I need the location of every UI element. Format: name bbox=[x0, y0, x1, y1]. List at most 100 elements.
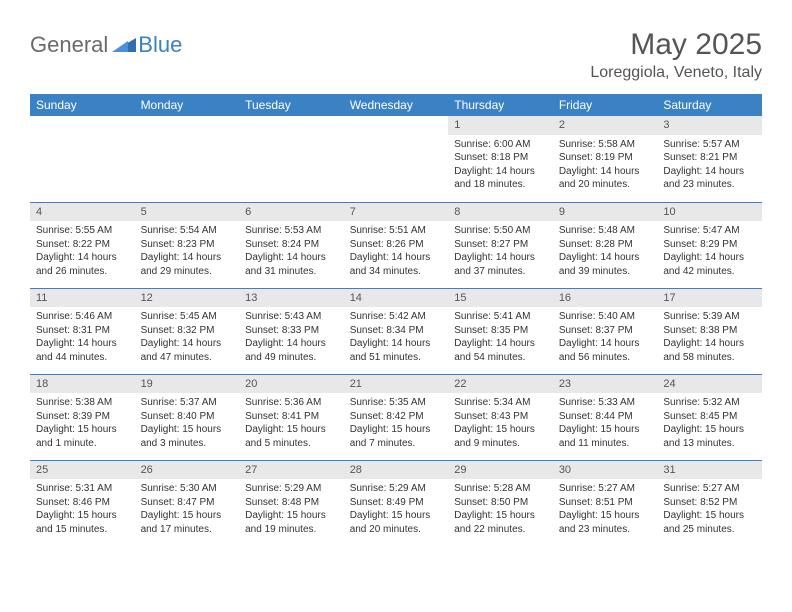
daylight-text: Daylight: 14 hours and 29 minutes. bbox=[141, 251, 234, 278]
calendar-day-cell: 25Sunrise: 5:31 AMSunset: 8:46 PMDayligh… bbox=[30, 460, 135, 546]
day-data: Sunrise: 5:29 AMSunset: 8:48 PMDaylight:… bbox=[239, 479, 344, 540]
day-number: 25 bbox=[30, 461, 135, 480]
sunset-text: Sunset: 8:28 PM bbox=[559, 238, 652, 252]
day-data: Sunrise: 5:48 AMSunset: 8:28 PMDaylight:… bbox=[553, 221, 658, 282]
daylight-text: Daylight: 15 hours and 5 minutes. bbox=[245, 423, 338, 450]
sunset-text: Sunset: 8:26 PM bbox=[350, 238, 443, 252]
day-number: 8 bbox=[448, 203, 553, 222]
day-number: 27 bbox=[239, 461, 344, 480]
sunrise-text: Sunrise: 6:00 AM bbox=[454, 138, 547, 152]
day-data: Sunrise: 5:46 AMSunset: 8:31 PMDaylight:… bbox=[30, 307, 135, 368]
sunset-text: Sunset: 8:52 PM bbox=[663, 496, 756, 510]
day-data: Sunrise: 5:37 AMSunset: 8:40 PMDaylight:… bbox=[135, 393, 240, 454]
daylight-text: Daylight: 14 hours and 42 minutes. bbox=[663, 251, 756, 278]
day-number: 29 bbox=[448, 461, 553, 480]
calendar-day-cell: 14Sunrise: 5:42 AMSunset: 8:34 PMDayligh… bbox=[344, 288, 449, 374]
day-data: Sunrise: 5:28 AMSunset: 8:50 PMDaylight:… bbox=[448, 479, 553, 540]
daylight-text: Daylight: 15 hours and 1 minute. bbox=[36, 423, 129, 450]
sunset-text: Sunset: 8:45 PM bbox=[663, 410, 756, 424]
daylight-text: Daylight: 14 hours and 31 minutes. bbox=[245, 251, 338, 278]
sunset-text: Sunset: 8:18 PM bbox=[454, 151, 547, 165]
calendar-day-cell: 1Sunrise: 6:00 AMSunset: 8:18 PMDaylight… bbox=[448, 116, 553, 202]
daylight-text: Daylight: 15 hours and 9 minutes. bbox=[454, 423, 547, 450]
day-data: Sunrise: 5:42 AMSunset: 8:34 PMDaylight:… bbox=[344, 307, 449, 368]
daylight-text: Daylight: 14 hours and 49 minutes. bbox=[245, 337, 338, 364]
sunset-text: Sunset: 8:32 PM bbox=[141, 324, 234, 338]
daylight-text: Daylight: 14 hours and 26 minutes. bbox=[36, 251, 129, 278]
sunrise-text: Sunrise: 5:57 AM bbox=[663, 138, 756, 152]
day-number: 16 bbox=[553, 289, 658, 308]
day-number: 4 bbox=[30, 203, 135, 222]
sunrise-text: Sunrise: 5:40 AM bbox=[559, 310, 652, 324]
day-data: Sunrise: 5:54 AMSunset: 8:23 PMDaylight:… bbox=[135, 221, 240, 282]
day-number: 20 bbox=[239, 375, 344, 394]
day-number: 21 bbox=[344, 375, 449, 394]
calendar-day-cell: 12Sunrise: 5:45 AMSunset: 8:32 PMDayligh… bbox=[135, 288, 240, 374]
calendar-day-cell: 22Sunrise: 5:34 AMSunset: 8:43 PMDayligh… bbox=[448, 374, 553, 460]
calendar-day-cell: 28Sunrise: 5:29 AMSunset: 8:49 PMDayligh… bbox=[344, 460, 449, 546]
daylight-text: Daylight: 14 hours and 51 minutes. bbox=[350, 337, 443, 364]
weekday-header: Sunday bbox=[30, 94, 135, 116]
day-number: 2 bbox=[553, 116, 658, 135]
sunrise-text: Sunrise: 5:55 AM bbox=[36, 224, 129, 238]
sunrise-text: Sunrise: 5:53 AM bbox=[245, 224, 338, 238]
location-text: Loreggiola, Veneto, Italy bbox=[590, 64, 762, 82]
day-number: 5 bbox=[135, 203, 240, 222]
day-data: Sunrise: 5:57 AMSunset: 8:21 PMDaylight:… bbox=[657, 135, 762, 196]
sunset-text: Sunset: 8:19 PM bbox=[559, 151, 652, 165]
daylight-text: Daylight: 15 hours and 7 minutes. bbox=[350, 423, 443, 450]
calendar-day-cell: 10Sunrise: 5:47 AMSunset: 8:29 PMDayligh… bbox=[657, 202, 762, 288]
calendar-day-cell: 9Sunrise: 5:48 AMSunset: 8:28 PMDaylight… bbox=[553, 202, 658, 288]
sunrise-text: Sunrise: 5:29 AM bbox=[350, 482, 443, 496]
day-data: Sunrise: 5:58 AMSunset: 8:19 PMDaylight:… bbox=[553, 135, 658, 196]
sunrise-text: Sunrise: 5:33 AM bbox=[559, 396, 652, 410]
day-number: 19 bbox=[135, 375, 240, 394]
day-data: Sunrise: 5:45 AMSunset: 8:32 PMDaylight:… bbox=[135, 307, 240, 368]
day-number: 28 bbox=[344, 461, 449, 480]
day-data: Sunrise: 5:53 AMSunset: 8:24 PMDaylight:… bbox=[239, 221, 344, 282]
calendar-week-row: 1Sunrise: 6:00 AMSunset: 8:18 PMDaylight… bbox=[30, 116, 762, 202]
calendar-day-cell: 16Sunrise: 5:40 AMSunset: 8:37 PMDayligh… bbox=[553, 288, 658, 374]
logo-text-blue: Blue bbox=[138, 32, 182, 58]
calendar-day-cell: 31Sunrise: 5:27 AMSunset: 8:52 PMDayligh… bbox=[657, 460, 762, 546]
sunrise-text: Sunrise: 5:27 AM bbox=[559, 482, 652, 496]
sunset-text: Sunset: 8:40 PM bbox=[141, 410, 234, 424]
daylight-text: Daylight: 14 hours and 54 minutes. bbox=[454, 337, 547, 364]
sunset-text: Sunset: 8:44 PM bbox=[559, 410, 652, 424]
sunset-text: Sunset: 8:37 PM bbox=[559, 324, 652, 338]
day-data: Sunrise: 5:55 AMSunset: 8:22 PMDaylight:… bbox=[30, 221, 135, 282]
calendar-day-cell: 21Sunrise: 5:35 AMSunset: 8:42 PMDayligh… bbox=[344, 374, 449, 460]
logo-triangle-icon bbox=[112, 34, 136, 57]
day-data: Sunrise: 6:00 AMSunset: 8:18 PMDaylight:… bbox=[448, 135, 553, 196]
daylight-text: Daylight: 14 hours and 20 minutes. bbox=[559, 165, 652, 192]
day-data: Sunrise: 5:39 AMSunset: 8:38 PMDaylight:… bbox=[657, 307, 762, 368]
daylight-text: Daylight: 15 hours and 19 minutes. bbox=[245, 509, 338, 536]
day-data: Sunrise: 5:41 AMSunset: 8:35 PMDaylight:… bbox=[448, 307, 553, 368]
sunrise-text: Sunrise: 5:27 AM bbox=[663, 482, 756, 496]
sunset-text: Sunset: 8:22 PM bbox=[36, 238, 129, 252]
sunrise-text: Sunrise: 5:41 AM bbox=[454, 310, 547, 324]
day-data: Sunrise: 5:31 AMSunset: 8:46 PMDaylight:… bbox=[30, 479, 135, 540]
calendar-week-row: 11Sunrise: 5:46 AMSunset: 8:31 PMDayligh… bbox=[30, 288, 762, 374]
sunrise-text: Sunrise: 5:32 AM bbox=[663, 396, 756, 410]
day-number: 22 bbox=[448, 375, 553, 394]
day-data: Sunrise: 5:40 AMSunset: 8:37 PMDaylight:… bbox=[553, 307, 658, 368]
day-number: 12 bbox=[135, 289, 240, 308]
calendar-day-cell bbox=[30, 116, 135, 202]
day-number: 6 bbox=[239, 203, 344, 222]
sunset-text: Sunset: 8:35 PM bbox=[454, 324, 547, 338]
daylight-text: Daylight: 14 hours and 34 minutes. bbox=[350, 251, 443, 278]
calendar-day-cell: 17Sunrise: 5:39 AMSunset: 8:38 PMDayligh… bbox=[657, 288, 762, 374]
calendar-day-cell: 3Sunrise: 5:57 AMSunset: 8:21 PMDaylight… bbox=[657, 116, 762, 202]
sunset-text: Sunset: 8:51 PM bbox=[559, 496, 652, 510]
daylight-text: Daylight: 15 hours and 20 minutes. bbox=[350, 509, 443, 536]
day-data: Sunrise: 5:27 AMSunset: 8:51 PMDaylight:… bbox=[553, 479, 658, 540]
calendar-day-cell: 6Sunrise: 5:53 AMSunset: 8:24 PMDaylight… bbox=[239, 202, 344, 288]
calendar-day-cell: 24Sunrise: 5:32 AMSunset: 8:45 PMDayligh… bbox=[657, 374, 762, 460]
day-number: 11 bbox=[30, 289, 135, 308]
day-number: 23 bbox=[553, 375, 658, 394]
calendar-day-cell bbox=[239, 116, 344, 202]
calendar-day-cell: 7Sunrise: 5:51 AMSunset: 8:26 PMDaylight… bbox=[344, 202, 449, 288]
sunrise-text: Sunrise: 5:29 AM bbox=[245, 482, 338, 496]
day-data: Sunrise: 5:34 AMSunset: 8:43 PMDaylight:… bbox=[448, 393, 553, 454]
